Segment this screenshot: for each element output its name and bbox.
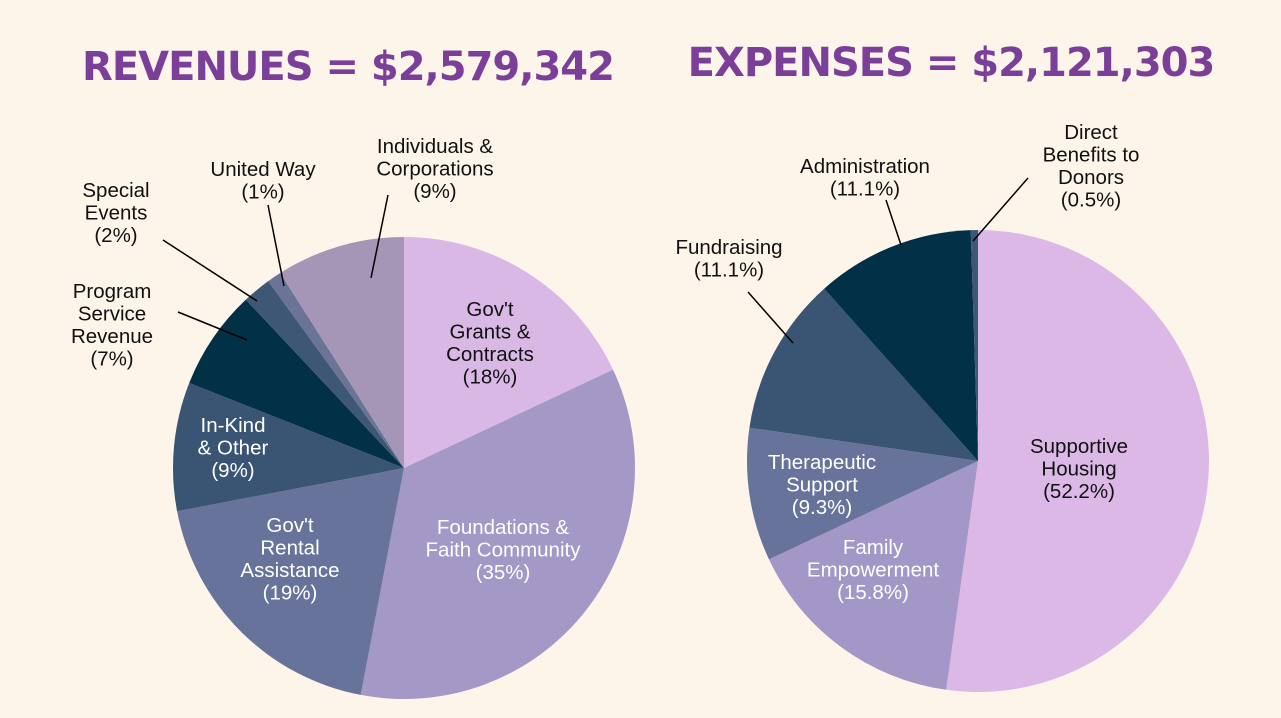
pie-slice-in-kind-other bbox=[172, 382, 404, 512]
slice-label-line: Contracts bbox=[446, 343, 534, 366]
pie-slice-gov-t-rental-assistance bbox=[177, 468, 404, 695]
slice-label-supportive-housing: Supportive Housing (52.2%) bbox=[1030, 435, 1128, 503]
slice-label-therapeutic-support: Therapeutic Support (9.3%) bbox=[768, 451, 876, 519]
slice-percent-label: (1%) bbox=[241, 181, 284, 204]
slice-label-line: Service bbox=[78, 303, 146, 326]
slice-label-line: Donors bbox=[1058, 166, 1124, 189]
pie-slice-therapeutic-support bbox=[746, 427, 978, 560]
slice-label-line: United Way bbox=[210, 158, 316, 181]
slice-percent-label: (2%) bbox=[94, 224, 137, 247]
slice-label-individuals-corporations: Individuals & Corporations (9%) bbox=[376, 135, 493, 203]
expenses-pie-chart: Supportive Housing (52.2%) Family Empowermen… bbox=[675, 121, 1209, 693]
pie-slice-united-way bbox=[268, 272, 404, 468]
slice-label-in-kind-other: In-Kind & Other (9%) bbox=[198, 414, 269, 482]
pie-slice-family-empowerment bbox=[768, 461, 978, 690]
slice-percent-label: (9%) bbox=[211, 459, 254, 482]
slice-label-line: & Other bbox=[198, 437, 269, 460]
slice-label-line: Individuals & bbox=[377, 135, 494, 158]
pie-slice-foundations-faith-community bbox=[360, 369, 636, 700]
pie-slice-direct-benefits-to-donors bbox=[970, 229, 978, 461]
slice-label-line: Empowerment bbox=[807, 559, 939, 582]
slice-label-gov-t-grants-contracts: Gov't Grants & Contracts (18%) bbox=[446, 298, 534, 389]
slice-percent-label: (15.8%) bbox=[837, 581, 909, 604]
pie-slice-fundraising bbox=[749, 288, 978, 461]
slice-percent-label: (19%) bbox=[263, 582, 318, 605]
slice-label-family-empowerment: Family Empowerment (15.8%) bbox=[807, 536, 939, 604]
slice-percent-label: (11.1%) bbox=[694, 259, 764, 282]
slice-label-united-way: United Way (1%) bbox=[210, 158, 316, 204]
leader-line-united-way bbox=[267, 204, 285, 287]
slice-label-line: Faith Community bbox=[426, 539, 582, 562]
slice-label-line: Rental bbox=[260, 537, 319, 560]
revenues-pie-chart: Gov't Grants & Contracts (18%)Foundations &… bbox=[71, 135, 636, 700]
slice-label-line: Program bbox=[73, 280, 152, 303]
slice-label-line: Foundations & bbox=[437, 516, 570, 539]
slice-label-line: Benefits to bbox=[1043, 144, 1140, 167]
pie-slice-program-service-revenue bbox=[189, 299, 404, 468]
slice-label-line: Supportive bbox=[1030, 435, 1128, 458]
leader-line-fundraising bbox=[747, 291, 794, 344]
leader-line-direct-benefits-to-donors bbox=[972, 177, 1029, 242]
slice-label-line: Grants & bbox=[450, 321, 531, 344]
slice-label-line: Corporations bbox=[376, 158, 493, 181]
pie-slice-administration bbox=[824, 230, 978, 461]
pie-slice-individuals-corporations bbox=[280, 237, 404, 468]
leader-line-individuals-corporations bbox=[370, 194, 389, 279]
slice-label-program-service-revenue: Program Service Revenue (7%) bbox=[71, 280, 153, 371]
slice-label-line: Gov't bbox=[266, 514, 314, 537]
slice-percent-label: (35%) bbox=[476, 561, 531, 584]
slice-percent-label: (9.3%) bbox=[792, 496, 852, 519]
leader-line-special-events bbox=[162, 239, 258, 302]
slice-label-administration: Administration (11.1%) bbox=[800, 155, 930, 201]
slice-percent-label: (9%) bbox=[413, 180, 456, 203]
pie-slice-special-events bbox=[245, 281, 404, 468]
slice-percent-label: (0.5%) bbox=[1061, 189, 1121, 212]
slice-label-line: Support bbox=[786, 474, 858, 497]
slice-label-line: Revenue bbox=[71, 325, 153, 348]
slice-label-fundraising: Fundraising (11.1%) bbox=[675, 236, 782, 282]
slice-label-line: Direct bbox=[1064, 121, 1118, 144]
slice-percent-label: (18%) bbox=[463, 366, 518, 389]
slice-label-line: Housing bbox=[1041, 458, 1116, 481]
slice-label-line: Assistance bbox=[240, 559, 339, 582]
expenses-title: EXPENSES = $2,121,303 bbox=[688, 40, 1215, 86]
slice-percent-label: (11.1%) bbox=[830, 178, 900, 201]
slice-label-gov-t-rental-assistance: Gov't Rental Assistance (19%) bbox=[240, 514, 339, 605]
slice-label-line: Administration bbox=[800, 155, 930, 178]
slice-label-line: Events bbox=[85, 202, 148, 225]
slice-label-line: Special bbox=[82, 179, 149, 202]
revenues-title: REVENUES = $2,579,342 bbox=[82, 44, 614, 90]
pie-slice-gov-t-grants-contracts bbox=[404, 237, 614, 468]
slice-percent-label: (52.2%) bbox=[1043, 480, 1115, 503]
slice-label-foundations-faith-community: Foundations & Faith Community (35%) bbox=[426, 516, 582, 584]
slice-label-direct-benefits-to-donors: Direct Benefits to Donors (0.5%) bbox=[1043, 121, 1140, 212]
slice-label-line: Therapeutic bbox=[768, 451, 876, 474]
slice-label-line: Gov't bbox=[466, 298, 514, 321]
slice-label-line: In-Kind bbox=[201, 414, 266, 437]
leader-line-program-service-revenue bbox=[177, 311, 248, 341]
slice-label-line: Fundraising bbox=[675, 236, 782, 259]
pie-slice-supportive-housing bbox=[946, 230, 1209, 693]
slice-percent-label: (7%) bbox=[90, 348, 133, 371]
slice-label-special-events: Special Events (2%) bbox=[82, 179, 149, 247]
leader-line-administration bbox=[885, 199, 902, 246]
slice-label-line: Family bbox=[843, 536, 904, 559]
